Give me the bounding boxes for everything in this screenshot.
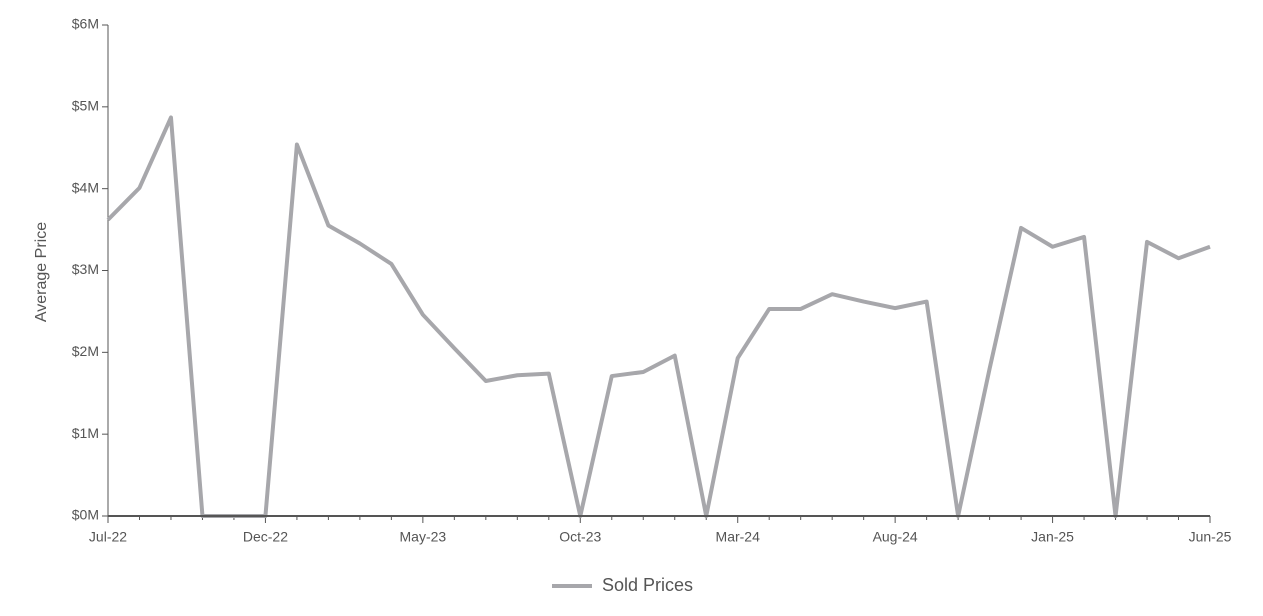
y-tick-label: $2M	[72, 343, 99, 359]
y-axis-label: Average Price	[33, 222, 50, 322]
x-tick-label: Mar-24	[716, 529, 761, 545]
series-line	[106, 115, 1211, 518]
x-tick-label: Jun-25	[1189, 529, 1232, 545]
x-tick-label: Jul-22	[89, 529, 127, 545]
x-tick-label: Aug-24	[873, 529, 918, 545]
x-tick-label: May-23	[400, 529, 447, 545]
y-tick-label: $6M	[72, 16, 99, 32]
y-tick-label: $4M	[72, 179, 99, 195]
y-tick-label: $5M	[72, 98, 99, 114]
y-tick-label: $3M	[72, 261, 99, 277]
x-tick-label: Oct-23	[559, 529, 601, 545]
legend-label: Sold Prices	[602, 575, 693, 595]
y-tick-label: $1M	[72, 425, 99, 441]
x-tick-label: Jan-25	[1031, 529, 1074, 545]
x-tick-label: Dec-22	[243, 529, 288, 545]
y-tick-label: $0M	[72, 507, 99, 523]
